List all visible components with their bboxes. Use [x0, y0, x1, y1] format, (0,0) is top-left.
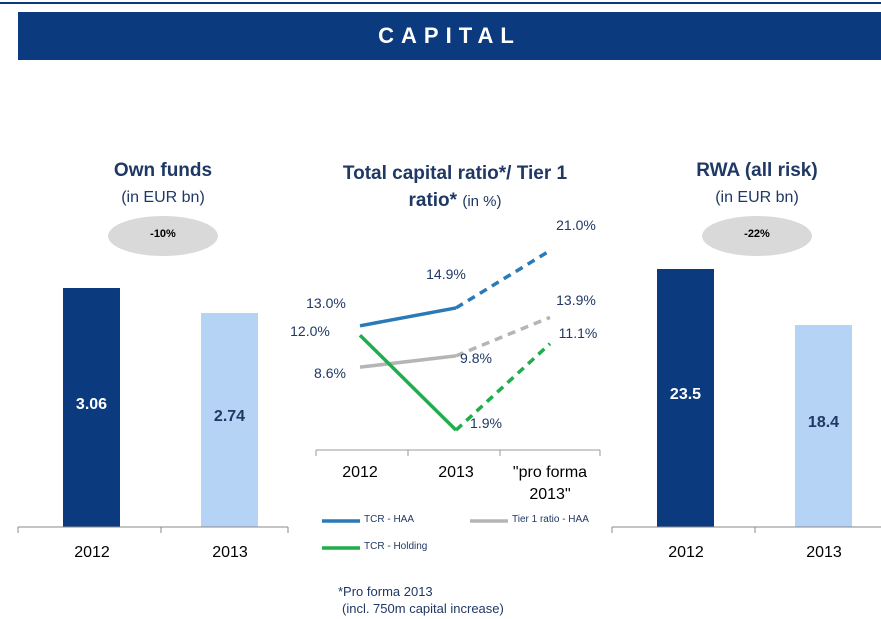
bar-value-label: 2.74 — [213, 407, 246, 425]
legend-label: TCR - Holding — [364, 541, 428, 552]
data-label: 8.6% — [314, 365, 346, 382]
header-bar — [18, 12, 881, 60]
data-label: 11.1% — [558, 324, 598, 341]
bar-value-label: 18.4 — [807, 413, 840, 431]
chart-title: RWA (all risk) — [696, 160, 818, 181]
series-line — [359, 354, 457, 369]
series-line — [454, 342, 552, 432]
chart-title: Own funds — [113, 160, 213, 181]
change-label: -22% — [744, 228, 770, 240]
header-title: CAPITAL — [378, 23, 521, 48]
chart-title-block: Total capital ratio*/ Tier 1 ratio* (in … — [330, 160, 580, 215]
legend-label: TCR - HAA — [364, 514, 414, 525]
x-tick-label: 2012 — [74, 544, 110, 561]
x-tick-label: 2013 — [212, 544, 248, 561]
series-line — [455, 249, 551, 310]
bar — [795, 324, 852, 527]
series-line — [359, 306, 457, 328]
chart-subtitle: (in %) — [462, 193, 502, 210]
chart-subtitle: (in EUR bn) — [715, 189, 799, 206]
footnote-line: (incl. 750m capital increase) — [342, 601, 504, 616]
bar — [201, 312, 258, 527]
x-tick-label: 2013 — [438, 464, 474, 481]
chart-title: Total capital ratio*/ Tier 1 ratio* — [342, 163, 568, 211]
bar — [63, 288, 120, 527]
footnote-line: *Pro forma 2013 — [338, 584, 433, 599]
footnote: *Pro forma 2013 (incl. 750m capital incr… — [338, 583, 504, 617]
data-label: 21.0% — [556, 216, 596, 233]
x-tick-label: "pro forma 2013" — [512, 464, 588, 503]
data-label: 9.8% — [460, 349, 492, 366]
x-tick-label: 2012 — [342, 464, 378, 481]
bar — [657, 269, 714, 527]
bar-value-label: 23.5 — [669, 386, 702, 403]
data-label: 13.9% — [556, 292, 596, 309]
data-label: 12.0% — [290, 323, 330, 340]
data-label: 13.0% — [306, 294, 346, 311]
series-line — [455, 315, 551, 358]
x-tick-label: 2012 — [668, 544, 704, 561]
change-label: -10% — [150, 228, 176, 240]
legend-label: Tier 1 ratio - HAA — [512, 514, 589, 525]
x-tick-label: 2013 — [806, 544, 842, 561]
series-line — [358, 333, 458, 432]
chart-subtitle: (in EUR bn) — [121, 189, 205, 206]
change-badge — [702, 216, 812, 256]
change-badge — [108, 216, 218, 256]
data-label: 14.9% — [426, 265, 466, 282]
data-label: 1.9% — [470, 415, 502, 432]
bar-value-label: 3.06 — [75, 395, 108, 413]
